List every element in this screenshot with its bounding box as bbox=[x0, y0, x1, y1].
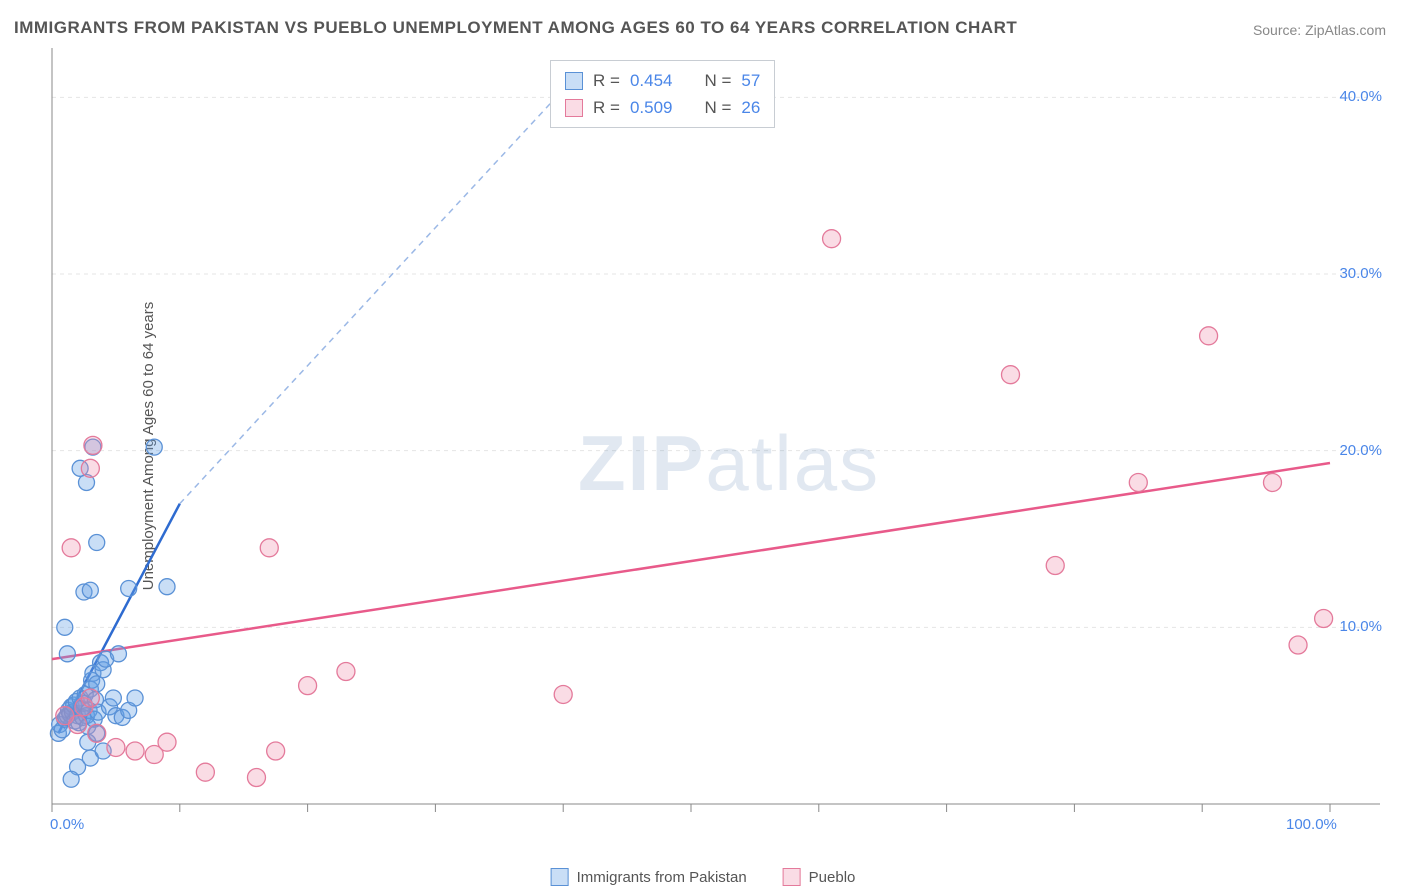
y-tick-label: 20.0% bbox=[1339, 442, 1382, 459]
data-point bbox=[88, 724, 106, 742]
data-point bbox=[110, 646, 126, 662]
data-point bbox=[554, 685, 572, 703]
n-value: 26 bbox=[741, 94, 760, 121]
legend-item-pueblo: Pueblo bbox=[783, 868, 856, 886]
data-point bbox=[159, 579, 175, 595]
legend-swatch-icon bbox=[551, 868, 569, 886]
n-label: N = bbox=[704, 94, 731, 121]
data-point bbox=[62, 539, 80, 557]
r-value: 0.454 bbox=[630, 67, 673, 94]
legend-swatch-icon bbox=[783, 868, 801, 886]
data-point bbox=[57, 619, 73, 635]
data-point bbox=[105, 690, 121, 706]
legend-label: Immigrants from Pakistan bbox=[577, 869, 747, 886]
correlation-stats-box: R = 0.454 N = 57 R = 0.509 N = 26 bbox=[550, 60, 775, 128]
data-point bbox=[121, 580, 137, 596]
source-label: Source: bbox=[1253, 22, 1301, 38]
data-point bbox=[81, 459, 99, 477]
r-label: R = bbox=[593, 67, 620, 94]
n-value: 57 bbox=[741, 67, 760, 94]
correlation-scatter-chart: ZIPatlas R =0.454N =57R =0.509N =26 10.0… bbox=[48, 48, 1388, 838]
stat-row-pueblo: R = 0.509 N = 26 bbox=[565, 94, 760, 121]
data-point bbox=[1315, 610, 1333, 628]
chart-svg bbox=[48, 48, 1388, 838]
data-point bbox=[1002, 366, 1020, 384]
data-point bbox=[196, 763, 214, 781]
data-point bbox=[146, 439, 162, 455]
legend-swatch-icon bbox=[565, 72, 583, 90]
source-link[interactable]: ZipAtlas.com bbox=[1305, 22, 1386, 38]
data-point bbox=[158, 733, 176, 751]
data-point bbox=[1289, 636, 1307, 654]
legend-item-pakistan: Immigrants from Pakistan bbox=[551, 868, 747, 886]
data-point bbox=[126, 742, 144, 760]
data-point bbox=[299, 677, 317, 695]
data-point bbox=[1263, 473, 1281, 491]
data-point bbox=[84, 436, 102, 454]
data-point bbox=[1200, 327, 1218, 345]
y-tick-label: 10.0% bbox=[1339, 618, 1382, 635]
chart-title: IMMIGRANTS FROM PAKISTAN VS PUEBLO UNEMP… bbox=[14, 18, 1017, 38]
data-point bbox=[823, 230, 841, 248]
data-point bbox=[267, 742, 285, 760]
stat-row-pakistan: R = 0.454 N = 57 bbox=[565, 67, 760, 94]
y-tick-label: 30.0% bbox=[1339, 265, 1382, 282]
series-legend: Immigrants from Pakistan Pueblo bbox=[551, 868, 856, 886]
y-tick-label: 40.0% bbox=[1339, 88, 1382, 105]
n-label: N = bbox=[704, 67, 731, 94]
x-tick-label: 0.0% bbox=[50, 816, 84, 833]
data-point bbox=[82, 582, 98, 598]
data-point bbox=[81, 689, 99, 707]
data-point bbox=[69, 716, 87, 734]
data-point bbox=[89, 535, 105, 551]
data-point bbox=[1129, 473, 1147, 491]
data-point bbox=[127, 690, 143, 706]
r-value: 0.509 bbox=[630, 94, 673, 121]
legend-swatch-icon bbox=[565, 99, 583, 117]
data-point bbox=[107, 738, 125, 756]
r-label: R = bbox=[593, 94, 620, 121]
data-point bbox=[1046, 557, 1064, 575]
source-attribution: Source: ZipAtlas.com bbox=[1253, 22, 1386, 38]
data-point bbox=[260, 539, 278, 557]
data-point bbox=[337, 663, 355, 681]
x-tick-label: 100.0% bbox=[1286, 816, 1337, 833]
data-point bbox=[247, 769, 265, 787]
data-point bbox=[63, 771, 79, 787]
legend-label: Pueblo bbox=[809, 869, 856, 886]
data-point bbox=[59, 646, 75, 662]
